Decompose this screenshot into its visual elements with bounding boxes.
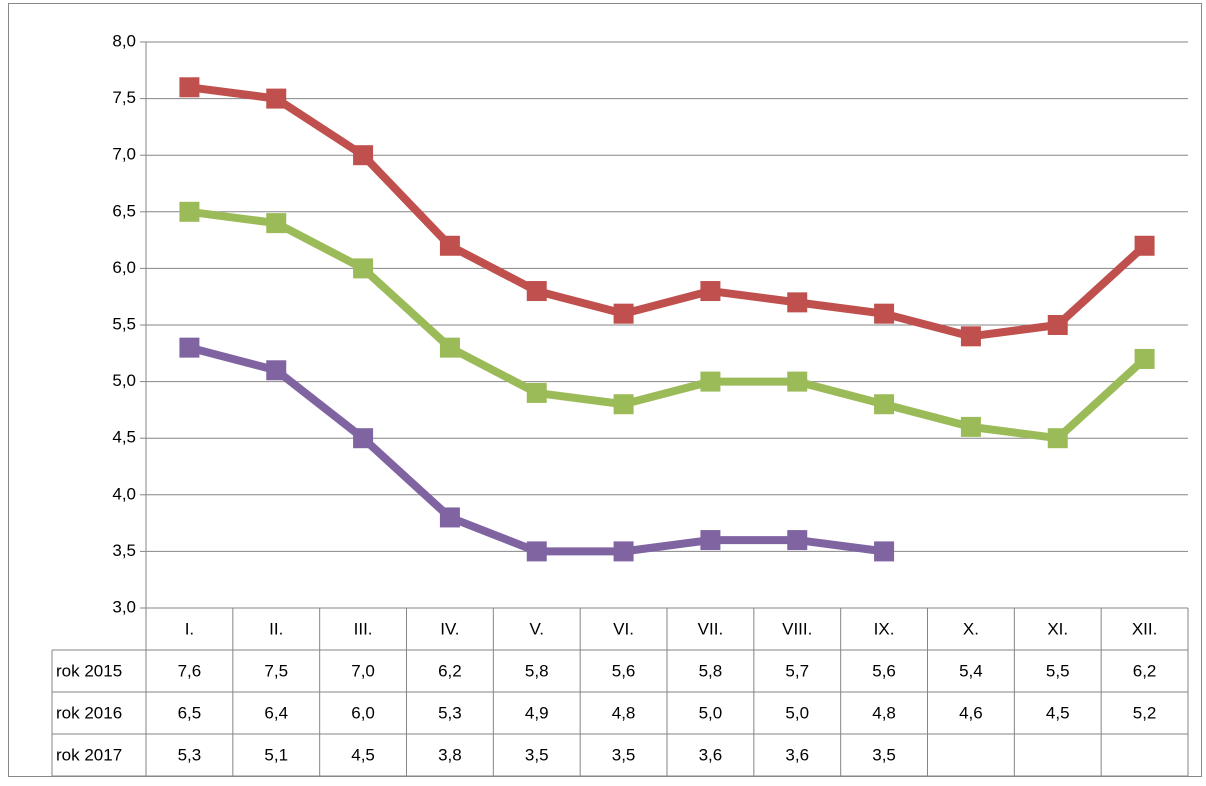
- y-tick-label: 4,5: [112, 428, 136, 447]
- y-tick-label: 7,0: [112, 145, 136, 164]
- table-value: 3,6: [785, 745, 809, 764]
- point-marker: [874, 303, 895, 324]
- table-value: 5,3: [438, 703, 462, 722]
- point-marker: [787, 530, 808, 551]
- point-marker: [439, 235, 460, 256]
- point-marker: [526, 281, 547, 302]
- point-marker: [353, 258, 374, 279]
- point-marker: [439, 337, 460, 358]
- table-value: 3,6: [699, 745, 723, 764]
- table-value: 5,8: [525, 661, 549, 680]
- x-tick-label: III.: [354, 619, 373, 638]
- point-marker: [1134, 235, 1155, 256]
- y-tick-label: 3,5: [112, 541, 136, 560]
- point-marker: [179, 77, 200, 98]
- table-value: 7,0: [351, 661, 375, 680]
- point-marker: [1047, 428, 1068, 449]
- point-marker: [1047, 315, 1068, 335]
- x-tick-label: IX.: [874, 619, 895, 638]
- point-marker: [266, 88, 287, 109]
- table-value: 7,6: [178, 661, 202, 680]
- point-marker: [700, 281, 721, 302]
- y-tick-label: 5,5: [112, 314, 136, 333]
- x-tick-label: VII.: [698, 619, 724, 638]
- x-tick-label: X.: [963, 619, 979, 638]
- y-tick-label: 7,5: [112, 88, 136, 107]
- point-marker: [353, 145, 374, 166]
- point-marker: [787, 371, 808, 392]
- x-tick-label: VI.: [613, 619, 634, 638]
- table-value: 5,8: [699, 661, 723, 680]
- table-value: 5,4: [959, 661, 983, 680]
- point-marker: [613, 303, 634, 324]
- series-line: [188, 83, 1148, 341]
- y-tick-label: 4,0: [112, 484, 136, 503]
- table-value: 4,9: [525, 703, 549, 722]
- table-value: 6,5: [178, 703, 202, 722]
- x-tick-label: XII.: [1132, 619, 1158, 638]
- point-marker: [613, 541, 634, 562]
- x-tick-label: VIII.: [782, 619, 812, 638]
- table-value: 5,7: [785, 661, 809, 680]
- table-value: 4,8: [872, 703, 896, 722]
- point-marker: [960, 416, 981, 437]
- table-value: 4,6: [959, 703, 983, 722]
- point-marker: [179, 201, 200, 222]
- point-marker: [700, 530, 721, 551]
- table-value: 5,6: [612, 661, 636, 680]
- table-value: 5,3: [178, 745, 202, 764]
- point-marker: [1134, 348, 1155, 369]
- y-tick-label: 3,0: [112, 597, 136, 616]
- point-marker: [266, 360, 287, 381]
- table-value: 5,0: [699, 703, 723, 722]
- x-tick-label: IV.: [440, 619, 459, 638]
- point-marker: [526, 541, 547, 562]
- point-marker: [874, 394, 895, 415]
- legend-label: rok 2016: [56, 703, 122, 722]
- table-value: 6,0: [351, 703, 375, 722]
- table-value: 5,1: [264, 745, 288, 764]
- table-value: 5,2: [1133, 703, 1157, 722]
- table-value: 4,5: [1046, 703, 1070, 722]
- series-line: [188, 207, 1148, 443]
- table-value: 6,2: [438, 661, 462, 680]
- point-marker: [874, 541, 895, 562]
- legend-label: rok 2015: [56, 661, 122, 680]
- point-marker: [613, 394, 634, 415]
- table-value: 6,2: [1133, 661, 1157, 680]
- point-marker: [353, 428, 374, 449]
- legend-label: rok 2017: [56, 745, 122, 764]
- y-tick-label: 6,0: [112, 258, 136, 277]
- table-value: 3,5: [612, 745, 636, 764]
- table-value: 4,8: [612, 703, 636, 722]
- point-marker: [700, 371, 721, 392]
- point-marker: [787, 292, 808, 313]
- table-value: 5,0: [785, 703, 809, 722]
- table-value: 3,8: [438, 745, 462, 764]
- x-tick-label: I.: [185, 619, 194, 638]
- point-marker: [266, 213, 287, 234]
- table-value: 5,5: [1046, 661, 1070, 680]
- point-marker: [526, 382, 547, 403]
- table-value: 5,6: [872, 661, 896, 680]
- point-marker: [439, 507, 460, 528]
- chart-frame: [8, 3, 1202, 777]
- x-tick-label: II.: [269, 619, 283, 638]
- x-tick-label: XI.: [1047, 619, 1068, 638]
- table-value: 3,5: [872, 745, 896, 764]
- point-marker: [179, 337, 200, 358]
- table-value: 4,5: [351, 745, 375, 764]
- table-value: 7,5: [264, 661, 288, 680]
- y-tick-label: 8,0: [112, 31, 136, 50]
- x-tick-label: V.: [529, 619, 544, 638]
- table-value: 3,5: [525, 745, 549, 764]
- point-marker: [960, 326, 981, 347]
- y-tick-label: 6,5: [112, 201, 136, 220]
- y-tick-label: 5,0: [112, 371, 136, 390]
- table-value: 6,4: [264, 703, 288, 722]
